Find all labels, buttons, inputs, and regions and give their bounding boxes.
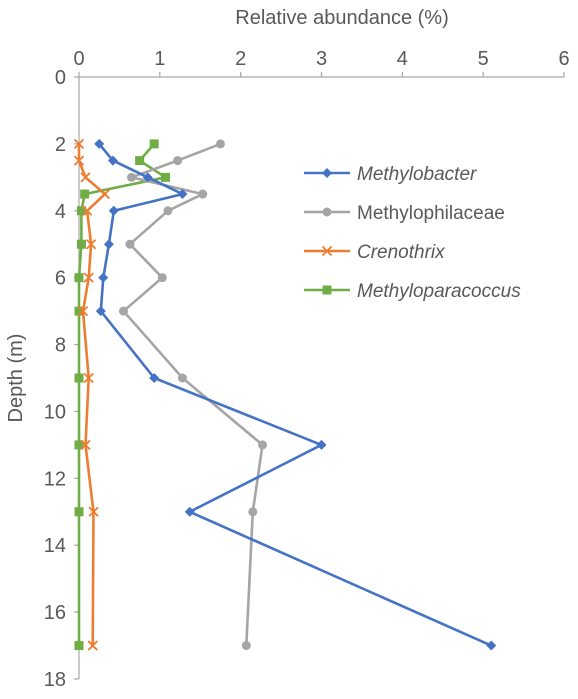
data-point (83, 272, 94, 283)
data-point (107, 155, 118, 166)
y-tick-label: 16 (44, 602, 66, 624)
series-line (98, 143, 492, 647)
data-point (108, 205, 119, 216)
data-point (74, 507, 84, 517)
data-point (127, 172, 137, 182)
legend: Methylobacter Methylophilaceae Crenothrix M… (304, 164, 521, 302)
data-point (149, 373, 160, 383)
series-crenothrix (73, 138, 111, 651)
data-point (88, 506, 99, 517)
x-tick-label: 5 (478, 48, 489, 70)
data-point (248, 507, 258, 517)
data-point (177, 189, 188, 200)
y-tick-label: 14 (44, 535, 66, 557)
data-point (118, 306, 128, 316)
legend-item: Methylophilaceae (304, 203, 505, 224)
y-tick-label: 10 (44, 401, 66, 423)
data-point (103, 239, 114, 250)
data-point (80, 189, 90, 199)
legend-marker (322, 285, 332, 295)
y-tick-label: 12 (44, 468, 66, 490)
data-point (74, 440, 84, 450)
legend-marker (322, 168, 332, 178)
legend-item: Crenothrix (304, 242, 446, 263)
data-point (173, 156, 183, 166)
data-point (160, 172, 170, 182)
legend-marker (321, 245, 333, 257)
legend-label: Methyloparacoccus (357, 281, 521, 302)
data-point (163, 206, 173, 216)
y-tick-label: 4 (55, 201, 66, 223)
y-axis-title: Depth (m) (5, 334, 27, 423)
y-tick-label: 6 (55, 268, 66, 290)
data-point (76, 206, 86, 216)
data-point (74, 641, 84, 651)
x-tick-label: 3 (316, 48, 327, 70)
data-point (85, 239, 97, 250)
data-point (257, 440, 267, 450)
data-point (142, 172, 153, 183)
x-tick-label: 6 (558, 48, 569, 70)
data-point (74, 273, 84, 283)
x-axis-title: Relative abundance (%) (235, 7, 448, 29)
data-point (80, 439, 91, 451)
data-point (215, 139, 225, 149)
legend-item: Methylobacter (304, 164, 477, 185)
data-point (74, 306, 84, 316)
data-point (76, 239, 86, 249)
series-methyloparacoccus (74, 139, 170, 651)
data-point (81, 205, 93, 216)
x-tick-label: 2 (235, 48, 246, 70)
data-point (73, 138, 85, 150)
data-point (77, 305, 89, 317)
x-tick-label: 4 (397, 48, 408, 70)
x-tick-label: 1 (154, 48, 165, 70)
data-point (73, 155, 85, 166)
data-point (177, 373, 187, 383)
series-line (77, 143, 107, 646)
data-point (99, 188, 111, 200)
x-tick-label: 0 (73, 48, 84, 70)
y-tick-label: 0 (55, 67, 66, 89)
series-methylobacter (94, 138, 497, 651)
data-point (486, 640, 497, 651)
y-tick-label: 18 (44, 669, 66, 691)
legend-label: Crenothrix (357, 242, 446, 263)
data-point (184, 506, 195, 517)
data-point (95, 306, 106, 317)
legend-marker (322, 207, 332, 217)
data-point (87, 640, 98, 651)
data-point (80, 172, 91, 183)
legend-item: Methyloparacoccus (304, 281, 521, 302)
legend-label: Methylobacter (357, 164, 477, 185)
data-point (316, 439, 327, 450)
data-point (135, 156, 145, 166)
data-point (198, 189, 208, 199)
data-point (98, 272, 109, 283)
y-tick-label: 2 (55, 134, 66, 156)
legend-label: Methylophilaceae (357, 203, 505, 224)
data-point (149, 139, 159, 149)
data-point (157, 273, 167, 283)
series-layer (73, 138, 497, 651)
data-point (83, 372, 94, 384)
data-point (241, 641, 251, 651)
data-point (125, 239, 135, 249)
y-tick-label: 8 (55, 335, 66, 357)
data-point (74, 373, 84, 383)
data-point (94, 138, 105, 149)
